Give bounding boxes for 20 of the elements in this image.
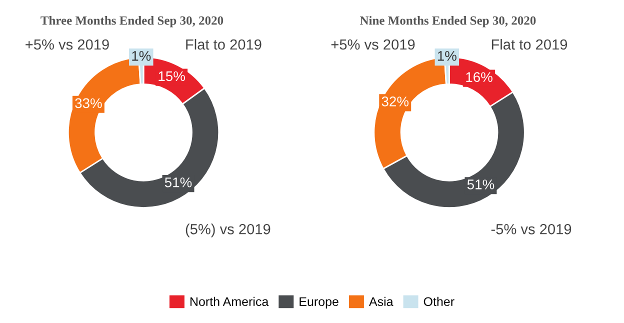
data-label: 1% — [438, 51, 456, 61]
text: -5% vs 2019 — [491, 224, 572, 234]
data-label: 51% — [467, 180, 494, 190]
text: +5% vs 2019 — [331, 39, 415, 50]
data-label: 15% — [158, 71, 185, 82]
data-label: 1% — [132, 51, 151, 61]
legend-label: Asia — [368, 296, 394, 306]
legend-label: Europe — [300, 297, 338, 309]
text: (5%) vs 2019 — [186, 224, 270, 238]
text: Flat to 2019 — [186, 38, 262, 50]
legend-label: North America — [190, 296, 269, 306]
data-label: 33% — [75, 98, 102, 108]
legend-label: Other — [424, 296, 454, 306]
data-label: 16% — [466, 72, 492, 82]
chart-title: Three Months Ended Sep 30, 2020 — [40, 16, 224, 28]
text: Flat to 2019 — [492, 38, 568, 50]
data-label: 51% — [164, 178, 192, 188]
data-label: 32% — [382, 96, 409, 106]
text: +5% vs 2019 — [26, 39, 109, 50]
chart-title: Nine Months Ended Sep 30, 2020 — [360, 16, 536, 28]
